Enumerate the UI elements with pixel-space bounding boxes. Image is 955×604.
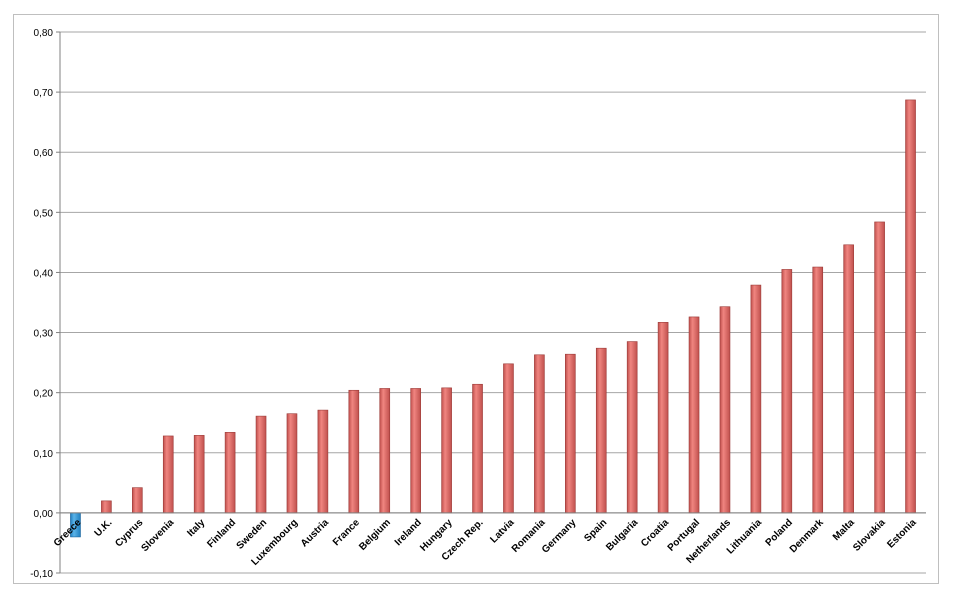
bar-romania: [534, 354, 545, 514]
bar-sweden: [255, 415, 267, 514]
bar-germany: [565, 353, 576, 514]
x-tick-label: Italy: [185, 517, 207, 539]
bar-hungary: [441, 387, 452, 514]
x-tick-label: Belgium: [357, 517, 393, 553]
bar-croatia: [657, 322, 669, 514]
x-tick-label: U.K.: [93, 517, 115, 539]
x-tick-label: Spain: [582, 517, 609, 544]
bar-czech-rep-: [472, 383, 483, 514]
bar-poland: [781, 269, 793, 514]
y-tick-label: 0,20: [34, 389, 54, 400]
bar-estonia: [905, 99, 916, 514]
x-tick-label: Latvia: [488, 517, 517, 546]
x-tick-label: Germany: [540, 517, 579, 556]
x-tick-label: Estonia: [885, 517, 919, 551]
x-tick-label: Bulgaria: [604, 517, 640, 553]
bar-denmark: [812, 266, 824, 514]
y-tick-label: 0,40: [34, 268, 54, 279]
bar-slovakia: [874, 221, 885, 514]
bar-france: [348, 389, 360, 514]
y-tick-label: 0,60: [34, 148, 54, 159]
y-tick-label: 0,30: [34, 329, 54, 340]
bar-luxembourg: [286, 413, 298, 514]
x-tick-label: Slovakia: [851, 517, 888, 554]
x-tick-label: Austria: [299, 517, 331, 549]
y-tick-label: 0,80: [34, 28, 54, 39]
bar-lithuania: [750, 284, 762, 514]
bar-slovenia: [162, 435, 174, 514]
x-tick-label: Slovenia: [140, 517, 177, 554]
bar-u-k-: [101, 500, 112, 514]
x-tick-label: Ireland: [393, 517, 424, 548]
bar-italy: [193, 435, 205, 514]
bar-netherlands: [719, 306, 731, 514]
y-tick-label: 0,00: [34, 509, 54, 520]
y-tick-label: 0,70: [34, 88, 54, 99]
bar-austria: [317, 409, 329, 514]
bar-finland: [224, 432, 236, 514]
bar-ireland: [410, 388, 421, 514]
x-tick-label: Denmark: [788, 517, 826, 555]
bar-bulgaria: [626, 341, 638, 514]
bar-cyprus: [132, 487, 143, 514]
y-tick-label: 0,50: [34, 208, 54, 219]
bar-malta: [843, 244, 854, 514]
bar-spain: [595, 347, 607, 514]
bar-latvia: [503, 363, 514, 514]
y-tick-label: 0,10: [34, 449, 54, 460]
bar-portugal: [688, 316, 700, 514]
x-tick-label: Malta: [831, 517, 857, 543]
x-tick-label: Finland: [205, 517, 238, 550]
y-tick-label: -0,10: [30, 569, 53, 580]
bar-belgium: [379, 388, 391, 514]
